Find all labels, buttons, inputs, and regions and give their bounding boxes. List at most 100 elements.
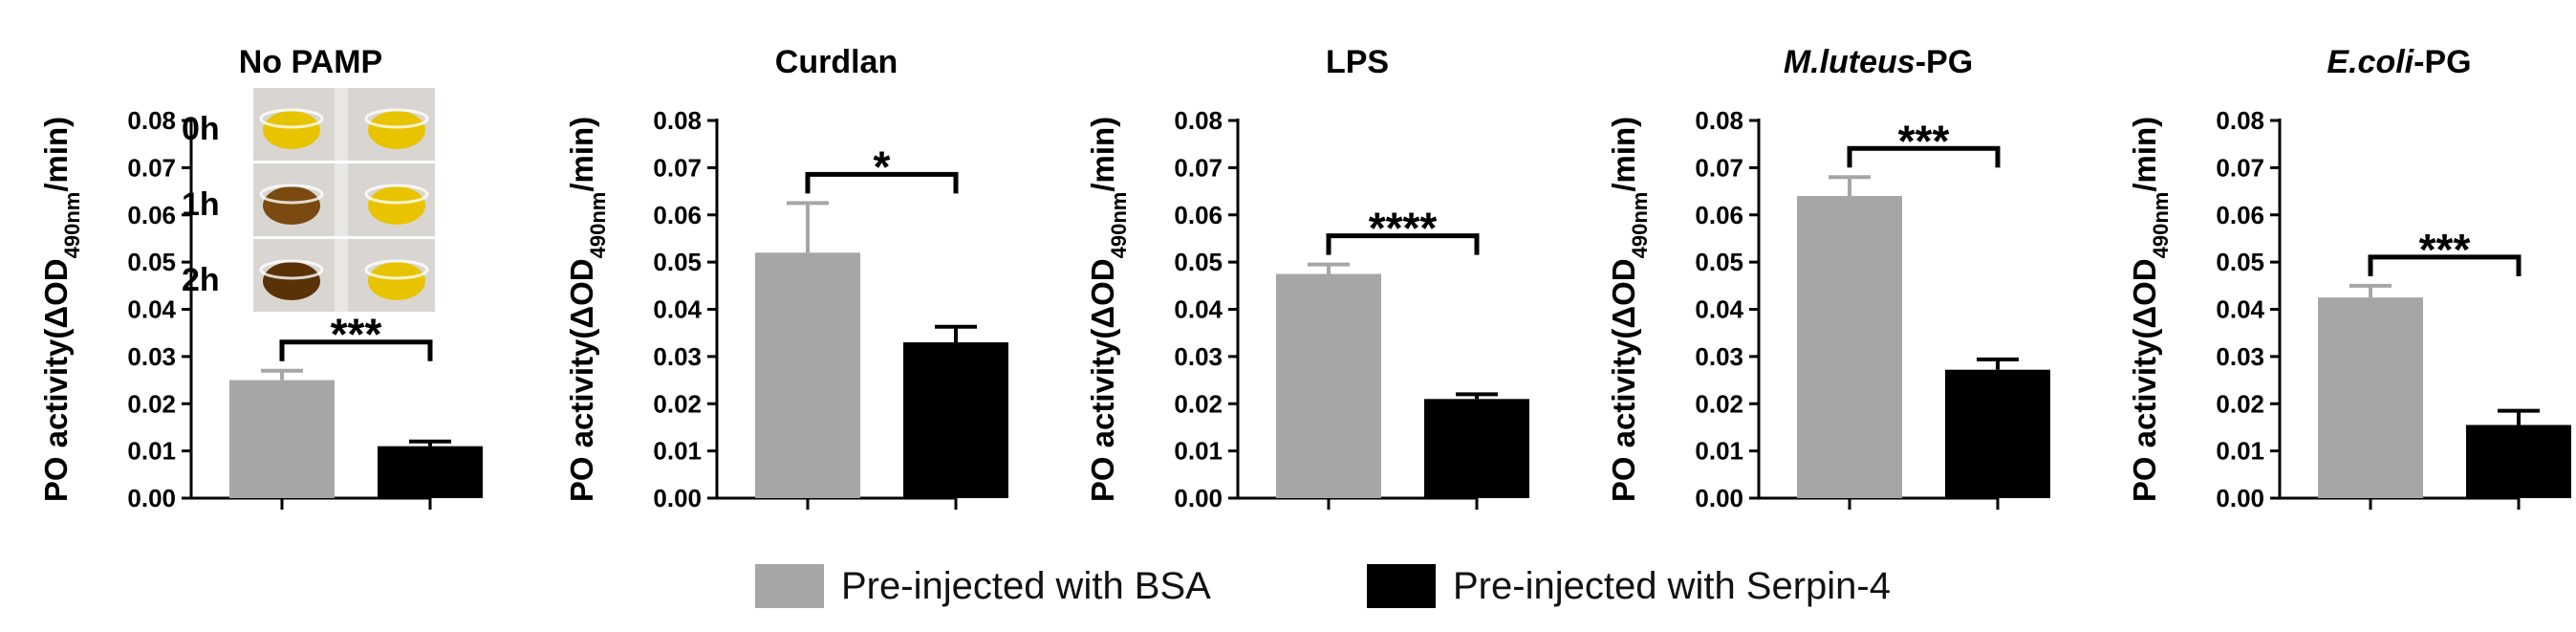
inset-divider	[335, 163, 348, 236]
y-tick-label: 0.08	[2216, 106, 2264, 135]
y-axis-label-main: PO activity(ΔOD	[38, 258, 74, 502]
chart-title-italic: M.luteus	[1784, 44, 1916, 80]
tube-liquid	[263, 186, 320, 225]
y-axis-label-sub: 490nm	[2149, 192, 2173, 259]
y-tick-label: 0.05	[127, 248, 176, 276]
y-tick-label: 0.05	[1695, 248, 1743, 276]
y-tick-label: 0.08	[127, 106, 176, 135]
tube-rim	[364, 184, 429, 205]
y-tick-label: 0.08	[1174, 106, 1223, 135]
significance-label: ***	[331, 310, 382, 360]
tube-rim	[364, 108, 429, 129]
y-tick-label: 0.04	[1695, 295, 1743, 324]
y-tick-label: 0.04	[653, 295, 702, 324]
chart-title: No PAMP	[239, 44, 382, 80]
y-tick-label: 0.07	[1695, 153, 1743, 182]
y-axis-label: PO activity(ΔOD490nm/min)	[564, 117, 610, 502]
legend-label-serpin: Pre-injected with Serpin-4	[1453, 564, 1891, 607]
y-tick-label: 0.04	[2216, 295, 2264, 324]
significance-bracket	[805, 171, 959, 194]
y-tick-label: 0.02	[1174, 389, 1223, 418]
chart-panel-5: E.coli-PG PO activity(ΔOD490nm/min) 0.00 0.…	[2127, 44, 2571, 512]
chart-title: Curdlan	[775, 44, 898, 80]
y-axis-label-sub: 490nm	[60, 192, 84, 259]
significance-bracket	[1847, 145, 2001, 168]
bar-serpin	[378, 446, 483, 498]
y-tick-label: 0.01	[653, 437, 702, 466]
y-tick-label: 0.03	[1695, 342, 1743, 371]
y-axis-label-main: PO activity(ΔOD	[1606, 258, 1641, 502]
y-tick-label: 0.01	[2216, 437, 2264, 466]
y-tick-label: 0.05	[2216, 248, 2264, 276]
tube-liquid	[263, 262, 320, 300]
y-tick-label: 0.06	[653, 201, 702, 229]
y-axis-label-end: /min)	[2127, 117, 2162, 192]
inset-time-label: 1h	[182, 186, 220, 223]
tube-rim	[364, 259, 429, 280]
y-axis-label-sub: 490nm	[1107, 192, 1131, 259]
inset-time-label: 0h	[182, 111, 220, 147]
tube-rim	[259, 184, 324, 205]
chart-title: M.luteus-PG	[1784, 44, 1973, 80]
chart-title-rest: -PG	[2414, 44, 2471, 80]
bar-bsa	[229, 380, 335, 498]
y-tick-label: 0.02	[1695, 389, 1743, 418]
y-tick-label: 0.06	[127, 201, 176, 229]
y-axis-label-main: PO activity(ΔOD	[1085, 258, 1120, 502]
y-tick-label: 0.07	[653, 153, 702, 182]
bar-serpin	[2466, 425, 2571, 498]
inset-photo	[253, 88, 435, 312]
y-tick-label: 0.07	[1174, 153, 1223, 182]
chart-title-italic: E.coli	[2327, 44, 2414, 80]
y-tick-label: 0.06	[1174, 201, 1223, 229]
y-axis-label-end: /min)	[1085, 117, 1120, 192]
y-tick-label: 0.04	[1174, 295, 1223, 324]
y-tick-label: 0.01	[1174, 437, 1223, 466]
y-axis-label-sub: 490nm	[586, 192, 610, 259]
y-tick-label: 0.02	[2216, 389, 2264, 418]
y-axis-label-end: /min)	[1606, 117, 1641, 192]
significance-label: ****	[1369, 204, 1438, 253]
y-axis-label: PO activity(ΔOD490nm/min)	[1606, 117, 1652, 502]
bar-serpin	[1945, 369, 2050, 498]
legend-label-bsa: Pre-injected with BSA	[841, 564, 1211, 607]
y-tick-label: 0.02	[127, 389, 176, 418]
significance-label: ***	[1898, 116, 1950, 165]
tube-rim	[259, 108, 324, 129]
significance-bracket	[1326, 233, 1480, 255]
y-tick-label: 0.05	[1174, 248, 1223, 276]
inset-divider	[335, 88, 348, 161]
y-tick-label: 0.05	[653, 248, 702, 276]
legend-swatch-bsa	[755, 564, 824, 608]
y-tick-label: 0.01	[1695, 437, 1743, 466]
legend-swatch-serpin	[1367, 564, 1436, 608]
bar-bsa	[755, 252, 860, 498]
y-axis-label: PO activity(ΔOD490nm/min)	[2127, 117, 2173, 502]
y-tick-label: 0.07	[2216, 153, 2264, 182]
y-tick-label: 0.00	[1695, 484, 1743, 512]
y-tick-label: 0.06	[1695, 201, 1743, 229]
inset-time-label: 2h	[182, 262, 220, 298]
y-tick-label: 0.07	[127, 153, 176, 182]
significance-label: ***	[2419, 225, 2471, 274]
y-tick-label: 0.00	[127, 484, 176, 512]
tube-liquid	[368, 262, 425, 300]
chart-panel-3: LPS PO activity(ΔOD490nm/min) 0.00 0.01 0.02…	[1085, 44, 1529, 512]
y-tick-label: 0.03	[127, 342, 176, 371]
y-tick-label: 0.00	[653, 484, 702, 512]
significance-label: *	[874, 142, 891, 191]
tube-liquid	[368, 111, 425, 149]
y-tick-label: 0.00	[1174, 484, 1223, 512]
bar-bsa	[1797, 196, 1902, 498]
y-tick-label: 0.02	[653, 389, 702, 418]
y-tick-label: 0.03	[1174, 342, 1223, 371]
legend-item-bsa: Pre-injected with BSA	[755, 564, 1211, 608]
y-axis-label-end: /min)	[564, 117, 599, 192]
chart-panel-1: No PAMP PO activity(ΔOD490nm/min) 0.00 0.01…	[38, 44, 483, 512]
bar-bsa	[1276, 273, 1381, 498]
chart-title-rest: -PG	[1916, 44, 1973, 80]
legend: Pre-injected with BSA Pre-injected with …	[0, 564, 2576, 621]
y-tick-label: 0.00	[2216, 484, 2264, 512]
y-axis-label-main: PO activity(ΔOD	[564, 258, 599, 502]
